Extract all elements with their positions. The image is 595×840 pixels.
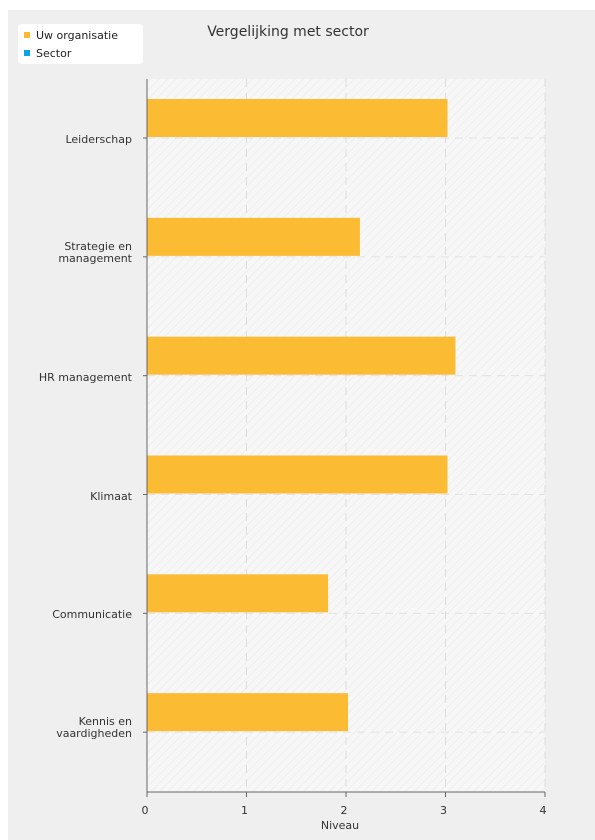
legend-label: Sector bbox=[36, 46, 72, 60]
bar-5[interactable] bbox=[147, 574, 329, 613]
bar-3[interactable] bbox=[147, 336, 456, 375]
y-tick-label: HR management bbox=[38, 370, 132, 384]
legend-swatch-uw-organisatie bbox=[24, 32, 30, 38]
bar-1[interactable] bbox=[147, 99, 448, 137]
chart-title: Vergelijking met sector bbox=[207, 24, 369, 40]
y-tick-label: Leiderschap bbox=[65, 133, 132, 146]
y-tick-label: Communicatie bbox=[52, 608, 132, 622]
bar-2[interactable] bbox=[147, 217, 360, 256]
x-axis-label: Niveau bbox=[320, 819, 360, 832]
x-tick-label: 0 bbox=[141, 804, 149, 817]
x-tick-label: 4 bbox=[539, 804, 547, 817]
bar-6[interactable] bbox=[147, 693, 348, 732]
y-tick-label: Strategie en management bbox=[58, 239, 132, 265]
legend-swatch-sector bbox=[24, 50, 30, 56]
bar-4[interactable] bbox=[147, 455, 448, 494]
y-tick-label: Kennis en vaardigheden bbox=[56, 715, 132, 741]
x-tick-label: 3 bbox=[440, 804, 447, 817]
y-tick-label: Klimaat bbox=[90, 489, 132, 503]
legend: Uw organisatie Sector bbox=[18, 24, 143, 64]
x-tick-label: 2 bbox=[340, 804, 348, 817]
x-tick-label: 1 bbox=[241, 804, 248, 817]
legend-item-uw-organisatie[interactable]: Uw organisatie bbox=[24, 27, 118, 43]
legend-item-sector[interactable]: Sector bbox=[24, 45, 71, 61]
legend-label: Uw organisatie bbox=[36, 28, 118, 42]
